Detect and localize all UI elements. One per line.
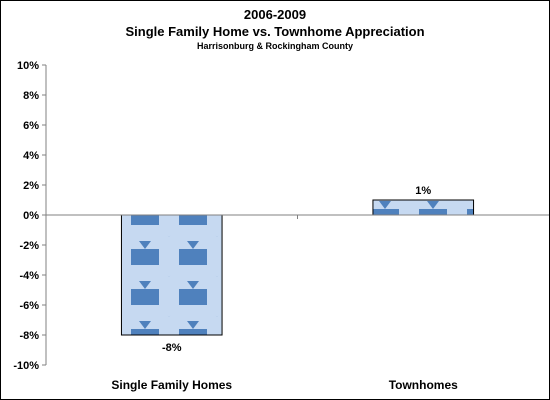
y-tick-label: 6% [23,120,39,132]
chart-subtitle: Single Family Home vs. Townhome Apprecia… [125,24,425,39]
y-tick-label: 8% [23,90,39,102]
y-tick-label: -8% [19,330,39,342]
category-label-2: Townhomes [389,378,458,392]
y-tick-label: -2% [19,240,39,252]
data-label-2: 1% [415,185,431,197]
y-tick-label: -10% [13,360,39,372]
category-label-1: Single Family Homes [111,378,232,392]
chart-subtitle-region: Harrisonburg & Rockingham County [196,41,353,51]
y-tick-label: -4% [19,270,39,282]
data-label-1: -8% [162,342,182,354]
bar-2 [372,199,475,216]
y-tick-label: 4% [23,150,39,162]
y-tick-label: 10% [17,60,39,72]
chart-title: 2006-2009 [243,7,307,22]
y-tick-label: -6% [19,300,39,312]
bar-1 [120,214,223,336]
y-tick-label: 2% [23,180,39,192]
y-tick-label: 0% [23,210,39,222]
